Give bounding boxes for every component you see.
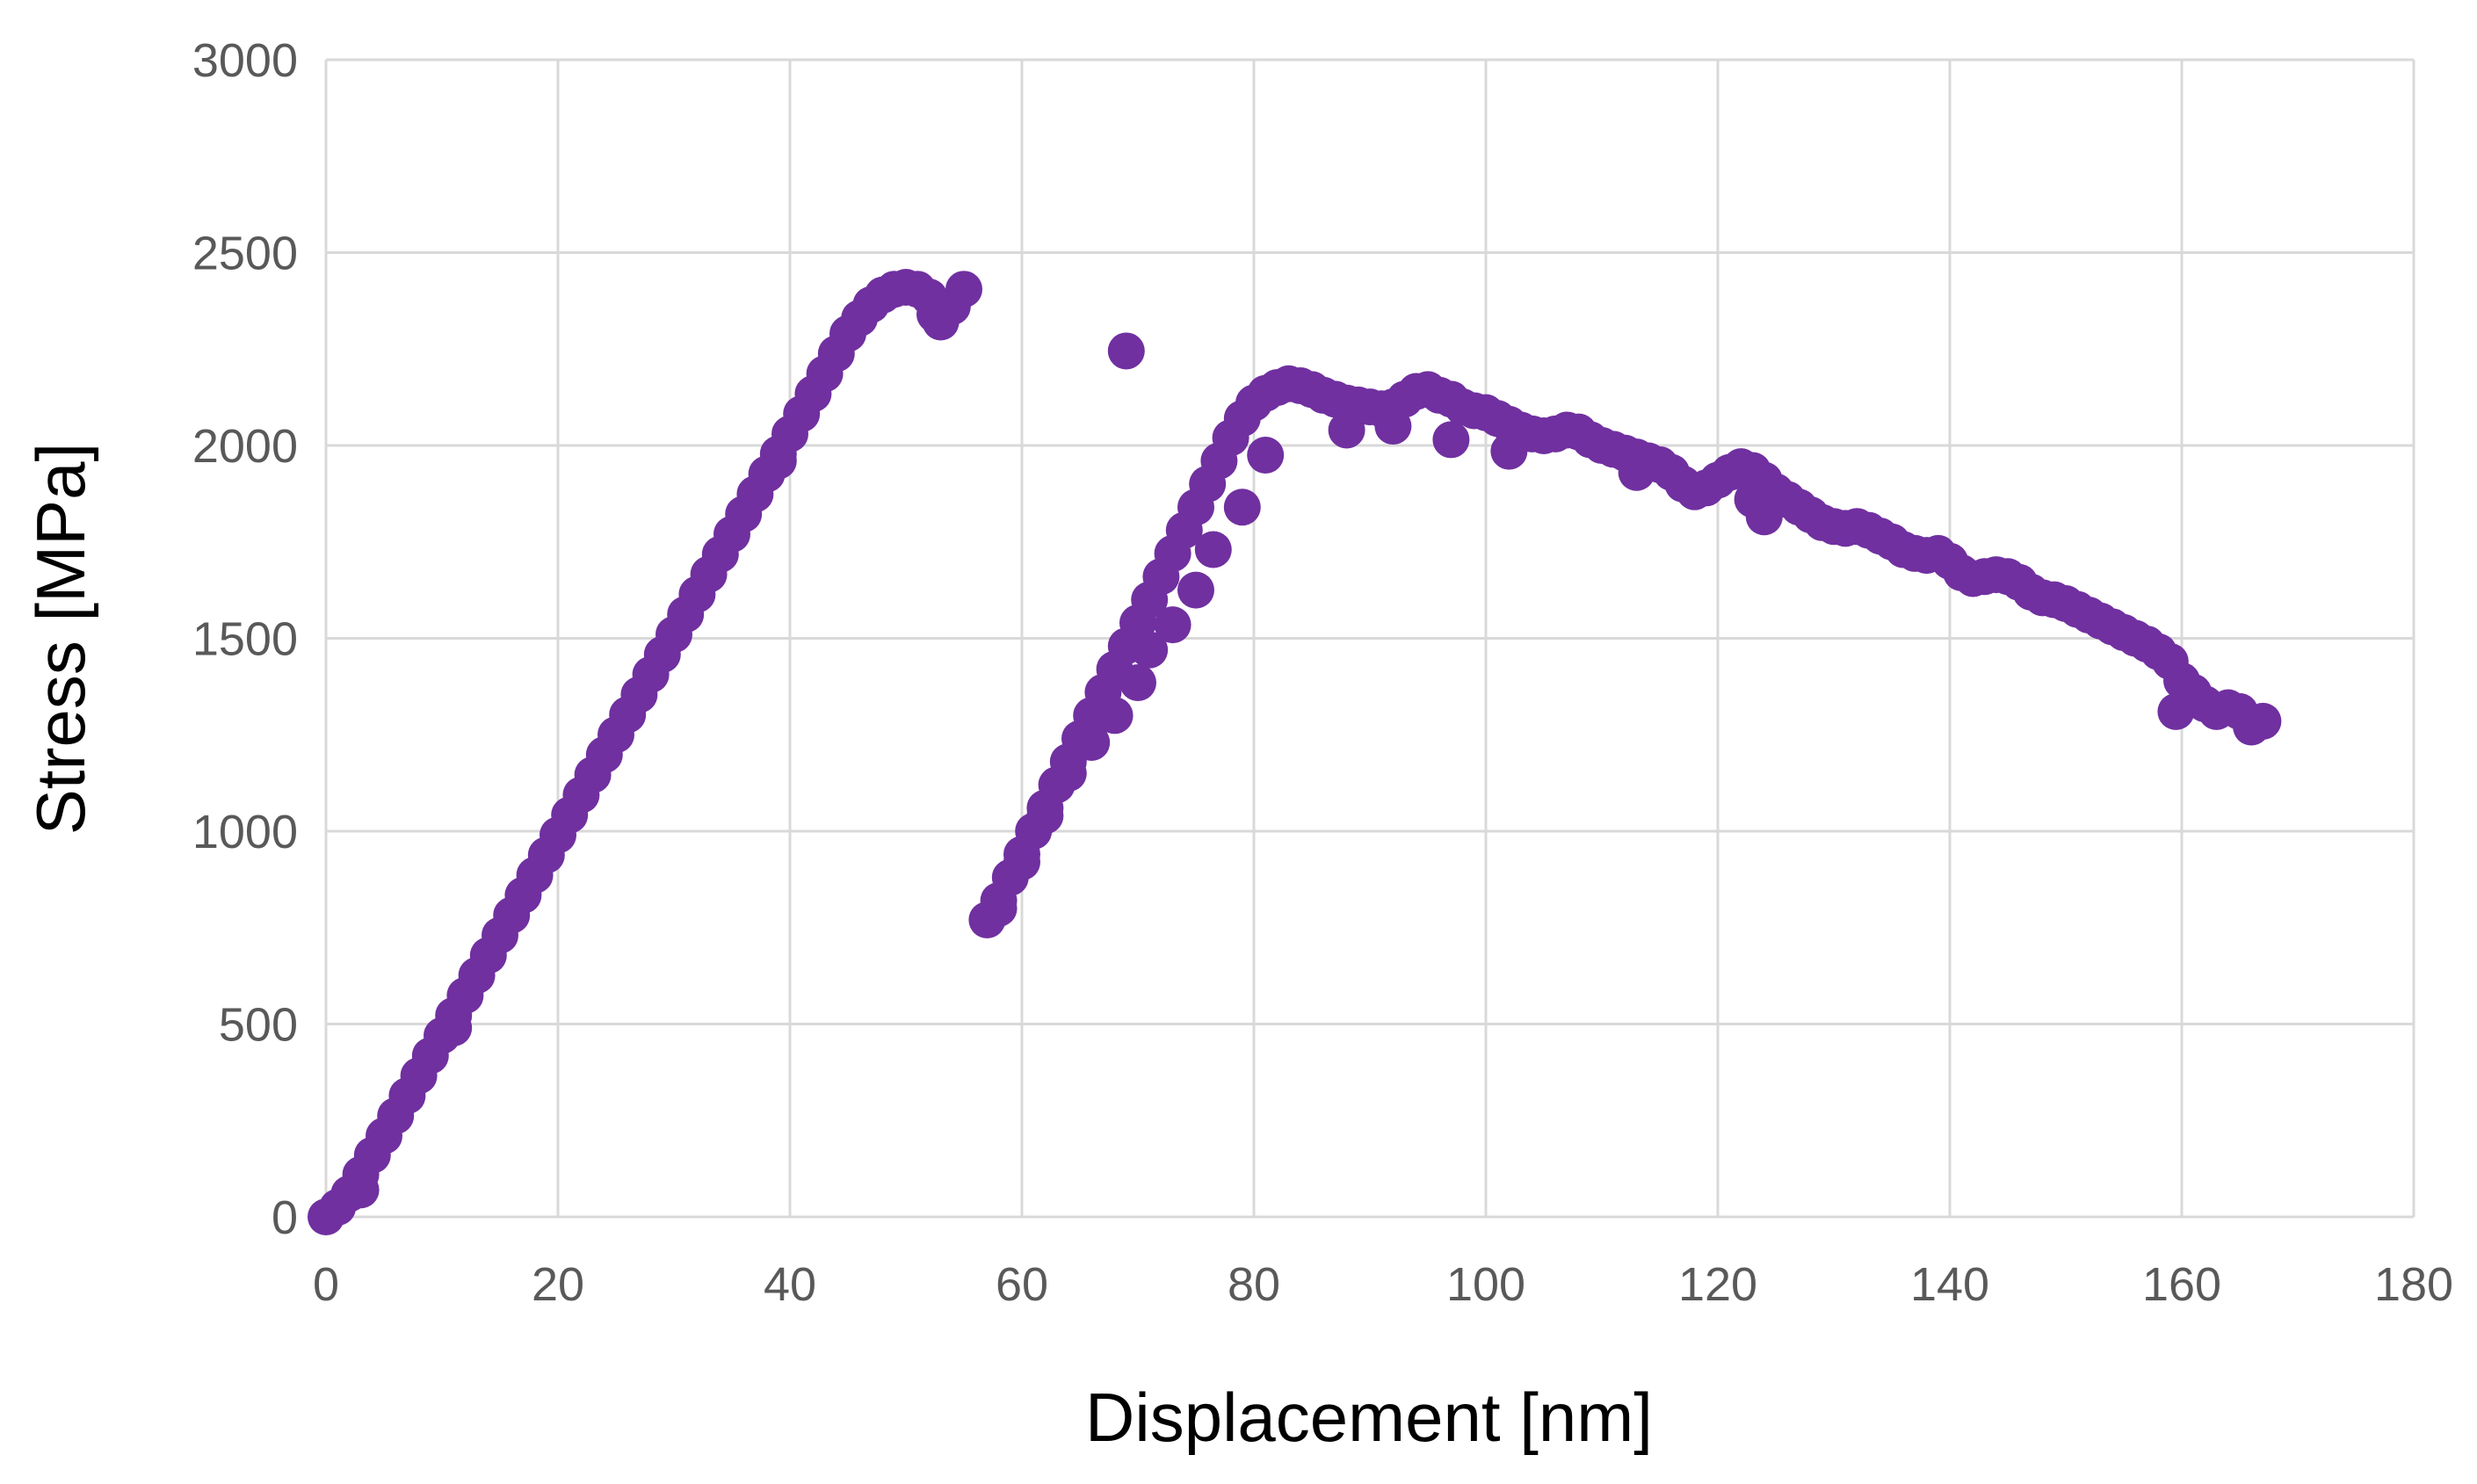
data-point: [1223, 489, 1261, 526]
y-axis-title: Stress [MPa]: [22, 443, 99, 835]
data-point: [1073, 724, 1111, 762]
x-tick-label: 0: [313, 1258, 339, 1311]
data-point: [1490, 432, 1528, 470]
x-tick-label: 160: [2142, 1258, 2221, 1311]
x-tick-label: 180: [2374, 1258, 2453, 1311]
data-point: [1003, 843, 1040, 881]
x-axis-title: Displacement [nm]: [1085, 1379, 1653, 1456]
x-tick-label: 140: [1910, 1258, 1989, 1311]
y-tick-label: 1500: [192, 613, 298, 666]
x-tick-label: 80: [1228, 1258, 1280, 1311]
data-point: [1049, 755, 1087, 793]
data-point: [922, 300, 960, 337]
data-point: [1177, 571, 1214, 609]
data-point: [1131, 631, 1169, 669]
data-point: [1026, 797, 1064, 835]
data-point: [1328, 411, 1365, 449]
x-tick-label: 120: [1678, 1258, 1757, 1311]
data-point: [1618, 453, 1655, 491]
data-point: [980, 889, 1018, 927]
data-point: [1432, 421, 1470, 459]
x-tick-label: 40: [764, 1258, 816, 1311]
data-point: [1734, 481, 1771, 518]
y-tick-label: 2000: [192, 420, 298, 473]
data-point: [1154, 606, 1191, 644]
y-tick-label: 3000: [192, 34, 298, 87]
data-point: [759, 442, 797, 480]
y-tick-label: 0: [272, 1191, 298, 1244]
plot-grid: [326, 58, 2415, 1217]
data-point: [1374, 408, 1412, 445]
data-point: [1096, 697, 1133, 735]
y-tick-label: 2500: [192, 228, 298, 280]
data-point: [1119, 663, 1156, 701]
data-point: [2244, 702, 2282, 740]
plot-axes: [324, 60, 2414, 1219]
data-points: [308, 269, 2282, 1235]
data-point: [1194, 531, 1232, 568]
data-point: [945, 271, 982, 308]
data-point: [1247, 436, 1285, 474]
tick-labels: 0 500 1000 1500 2000 2500 3000 0 20 40 60 80 100 120 1…: [192, 34, 2453, 1311]
x-tick-label: 20: [532, 1258, 584, 1311]
y-tick-label: 500: [219, 999, 298, 1052]
x-tick-label: 60: [996, 1258, 1048, 1311]
y-tick-label: 1000: [192, 806, 298, 858]
data-point: [342, 1171, 380, 1209]
x-tick-label: 100: [1446, 1258, 1525, 1311]
data-point: [435, 1009, 473, 1046]
data-point: [1107, 332, 1145, 370]
